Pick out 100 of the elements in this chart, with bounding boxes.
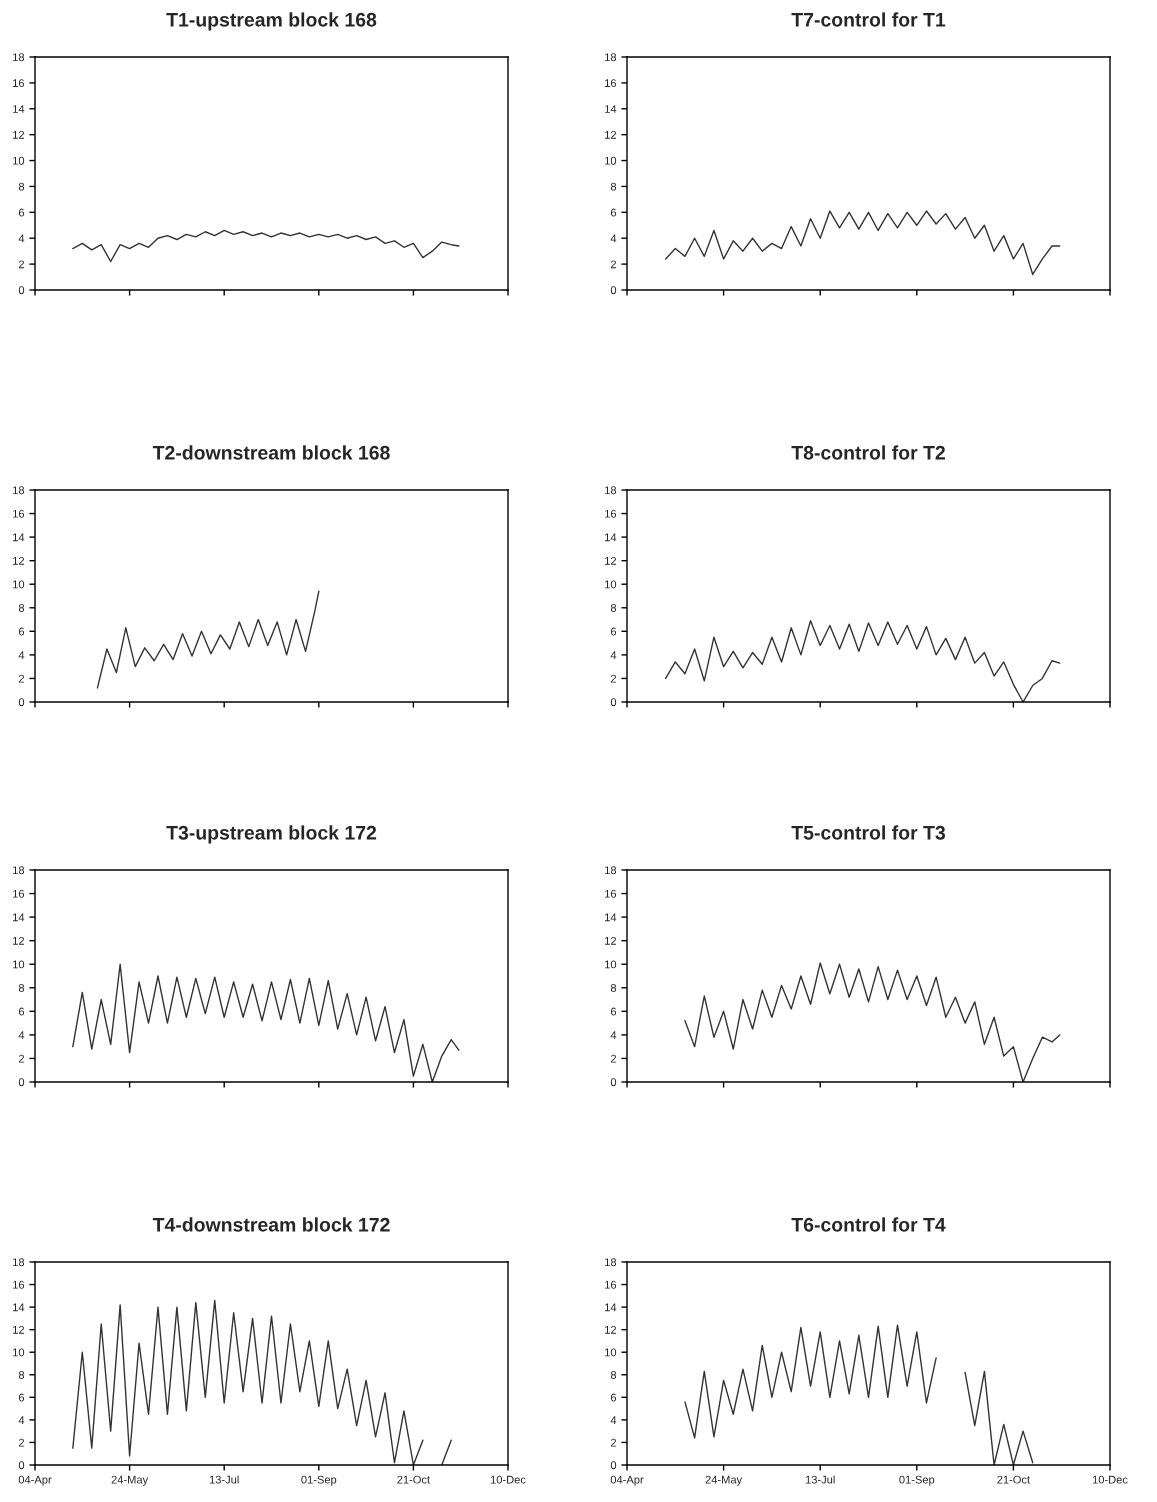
chart-title: T6-control for T4 xyxy=(791,1217,946,1232)
y-tick-label: 10 xyxy=(13,960,25,969)
x-tick-label: 13-Jul xyxy=(209,1475,239,1484)
y-tick-label: 4 xyxy=(610,1416,617,1424)
y-tick-label: 12 xyxy=(13,556,25,565)
line-series xyxy=(72,229,460,263)
y-tick-label: 14 xyxy=(13,913,25,922)
y-tick-label: 18 xyxy=(13,1258,25,1267)
y-tick-label: 12 xyxy=(13,130,25,139)
y-tick-label: 16 xyxy=(605,889,617,898)
y-tick-label: 6 xyxy=(18,1393,25,1402)
x-tick-label: 10-Dec xyxy=(1092,1475,1128,1484)
y-tick-label: 4 xyxy=(610,234,617,243)
y-tick-label: 4 xyxy=(610,651,617,659)
y-tick-label: 2 xyxy=(610,260,617,269)
y-tick-label: 0 xyxy=(18,1078,25,1087)
chart-title: T5-control for T3 xyxy=(791,825,946,840)
y-tick-label: 8 xyxy=(18,1371,25,1379)
y-tick-label: 12 xyxy=(605,556,617,565)
y-tick-label: 18 xyxy=(605,1258,617,1267)
y-tick-label: 8 xyxy=(610,182,617,191)
y-tick-label: 14 xyxy=(605,105,617,113)
x-tick-label: 13-Jul xyxy=(805,1475,835,1484)
y-tick-label: 18 xyxy=(605,53,617,62)
y-tick-label: 0 xyxy=(18,698,25,707)
y-tick-label: 12 xyxy=(13,1325,25,1334)
y-tick-label: 2 xyxy=(18,1438,25,1447)
x-tick-label: 10-Dec xyxy=(490,1475,526,1484)
line-series xyxy=(684,962,1061,1082)
x-tick-label: 04-Apr xyxy=(18,1475,52,1486)
y-tick-label: 0 xyxy=(18,286,25,295)
y-tick-label: 8 xyxy=(610,604,617,612)
y-tick-label: 0 xyxy=(610,1461,617,1470)
y-tick-label: 4 xyxy=(18,1031,25,1039)
y-tick-label: 0 xyxy=(610,698,617,707)
y-tick-label: 18 xyxy=(605,486,617,495)
y-tick-label: 8 xyxy=(610,1371,617,1379)
y-tick-label: 6 xyxy=(610,627,617,636)
y-tick-label: 18 xyxy=(13,866,25,875)
y-tick-label: 10 xyxy=(605,960,617,969)
y-tick-label: 8 xyxy=(18,604,25,612)
y-tick-label: 16 xyxy=(605,1280,617,1289)
chart-title: T7-control for T1 xyxy=(791,12,946,27)
y-tick-label: 4 xyxy=(18,234,25,243)
y-tick-label: 0 xyxy=(610,1078,617,1087)
x-tick-label: 21-Oct xyxy=(997,1475,1030,1484)
x-tick-label: 24-May xyxy=(705,1475,743,1486)
y-tick-label: 16 xyxy=(13,889,25,898)
y-tick-label: 14 xyxy=(605,533,617,542)
chart-title: T8-control for T2 xyxy=(791,445,945,460)
y-tick-label: 10 xyxy=(605,1348,617,1357)
y-tick-label: 10 xyxy=(13,1348,25,1357)
y-tick-label: 10 xyxy=(605,580,617,589)
y-tick-label: 16 xyxy=(605,509,617,518)
y-tick-label: 4 xyxy=(18,1416,25,1424)
y-tick-label: 4 xyxy=(610,1031,617,1039)
chart-title: T1-upstream block 168 xyxy=(166,12,377,31)
line-series xyxy=(664,620,1061,702)
y-tick-label: 16 xyxy=(13,79,25,88)
x-tick-label: 01-Sep xyxy=(301,1475,337,1486)
y-tick-label: 16 xyxy=(13,509,25,518)
y-tick-label: 14 xyxy=(605,1303,617,1312)
chart-title: T3-upstream block 172 xyxy=(166,825,377,844)
x-tick-label: 01-Sep xyxy=(899,1475,935,1486)
y-tick-label: 6 xyxy=(610,1007,617,1016)
y-tick-label: 6 xyxy=(610,1393,617,1402)
y-tick-label: 10 xyxy=(13,580,25,589)
y-tick-label: 18 xyxy=(605,866,617,875)
line-series xyxy=(96,590,320,689)
y-tick-label: 16 xyxy=(605,79,617,88)
y-tick-label: 12 xyxy=(605,130,617,139)
y-tick-label: 2 xyxy=(610,1054,617,1063)
y-tick-label: 0 xyxy=(610,286,617,295)
y-tick-label: 8 xyxy=(18,984,25,992)
y-tick-label: 2 xyxy=(18,674,25,683)
x-tick-label: 21-Oct xyxy=(397,1475,430,1484)
y-tick-label: 10 xyxy=(13,156,25,165)
y-tick-label: 14 xyxy=(13,533,25,542)
x-tick-label: 04-Apr xyxy=(610,1475,644,1486)
y-tick-label: 6 xyxy=(18,1007,25,1016)
y-tick-label: 0 xyxy=(18,1461,25,1470)
chart-title: T2-downstream block 168 xyxy=(152,445,390,460)
y-tick-label: 18 xyxy=(13,486,25,495)
y-tick-label: 4 xyxy=(18,651,25,659)
line-series xyxy=(72,963,460,1082)
y-tick-label: 14 xyxy=(605,913,617,922)
line-series xyxy=(664,210,1061,276)
y-tick-label: 6 xyxy=(18,208,25,217)
y-tick-label: 2 xyxy=(18,260,25,269)
y-tick-label: 2 xyxy=(610,674,617,683)
x-tick-label: 24-May xyxy=(111,1475,149,1486)
y-tick-label: 12 xyxy=(605,1325,617,1334)
y-tick-label: 6 xyxy=(18,627,25,636)
y-tick-label: 14 xyxy=(13,1303,25,1312)
y-tick-label: 12 xyxy=(13,936,25,945)
y-tick-label: 18 xyxy=(13,53,25,62)
y-tick-label: 6 xyxy=(610,208,617,217)
y-tick-label: 14 xyxy=(13,105,25,113)
y-tick-label: 12 xyxy=(605,936,617,945)
y-tick-label: 16 xyxy=(13,1280,25,1289)
